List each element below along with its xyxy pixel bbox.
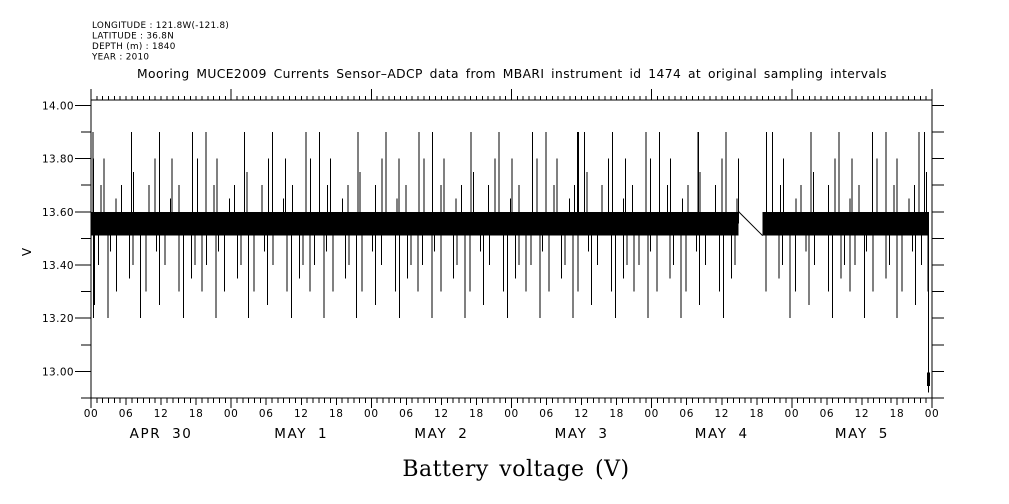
hour-tick-label: 12 xyxy=(294,408,309,420)
y-tick-label: 13.80 xyxy=(42,154,74,166)
y-tick-label: 13.40 xyxy=(42,260,74,272)
day-label: APR 30 xyxy=(130,426,193,442)
hour-tick-label: 18 xyxy=(890,408,905,420)
hour-tick-label: 00 xyxy=(84,408,99,420)
voltage-band-segment xyxy=(91,211,739,236)
bottom-axis-caption: Battery voltage (V) xyxy=(402,457,629,482)
hour-tick-label: 06 xyxy=(539,408,554,420)
chart-title: Mooring MUCE2009 Currents Sensor–ADCP da… xyxy=(137,67,887,81)
day-label: MAY 5 xyxy=(835,426,889,442)
hour-tick-label: 00 xyxy=(224,408,239,420)
y-tick-label: 13.20 xyxy=(42,313,74,325)
meta-year: YEAR : 2010 xyxy=(91,53,149,63)
hour-tick-label: 00 xyxy=(925,408,940,420)
plot-area: 00 06 12 18 00 06 12 18 00 06 12 18 00 06 12 18 00 06 12 18… xyxy=(42,89,944,442)
hour-tick-label: 12 xyxy=(154,408,169,420)
day-label: MAY 1 xyxy=(274,426,328,442)
meta-depth: DEPTH (m) : 1840 xyxy=(92,42,176,52)
hour-tick-label: 18 xyxy=(609,408,624,420)
meta-latitude: LATITUDE : 36.8N xyxy=(92,32,174,42)
hour-tick-label: 06 xyxy=(820,408,835,420)
hour-tick-label: 12 xyxy=(574,408,589,420)
hour-tick-label: 12 xyxy=(855,408,870,420)
hour-tick-label: 06 xyxy=(119,408,134,420)
day-label: MAY 3 xyxy=(555,426,609,442)
meta-longitude: LONGITUDE : 121.8W(-121.8) xyxy=(92,21,229,31)
y-tick-label: 13.00 xyxy=(42,366,74,378)
hour-tick-label: 12 xyxy=(434,408,449,420)
metadata-block: LONGITUDE : 121.8W(-121.8) LATITUDE : 36… xyxy=(91,21,229,63)
voltage-band-segment xyxy=(762,211,930,236)
hour-tick-label: 18 xyxy=(329,408,344,420)
hour-tick-label: 00 xyxy=(364,408,379,420)
day-label: MAY 2 xyxy=(414,426,468,442)
day-label: MAY 4 xyxy=(695,426,749,442)
hour-tick-label: 06 xyxy=(679,408,694,420)
hour-tick-label: 18 xyxy=(189,408,204,420)
hour-tick-label: 06 xyxy=(399,408,414,420)
hour-tick-label: 18 xyxy=(750,408,765,420)
hour-tick-label: 06 xyxy=(259,408,274,420)
y-tick-label: 14.00 xyxy=(42,100,74,112)
gap-connector-line xyxy=(738,211,763,237)
y-tick-label: 13.60 xyxy=(42,207,74,219)
hour-tick-label: 12 xyxy=(714,408,729,420)
hour-tick-label: 00 xyxy=(504,408,519,420)
final-drop-mark xyxy=(926,372,930,387)
hour-tick-label: 18 xyxy=(469,408,484,420)
hour-tick-label: 00 xyxy=(644,408,659,420)
hour-tick-label: 00 xyxy=(785,408,800,420)
y-axis-label: V xyxy=(20,247,34,256)
